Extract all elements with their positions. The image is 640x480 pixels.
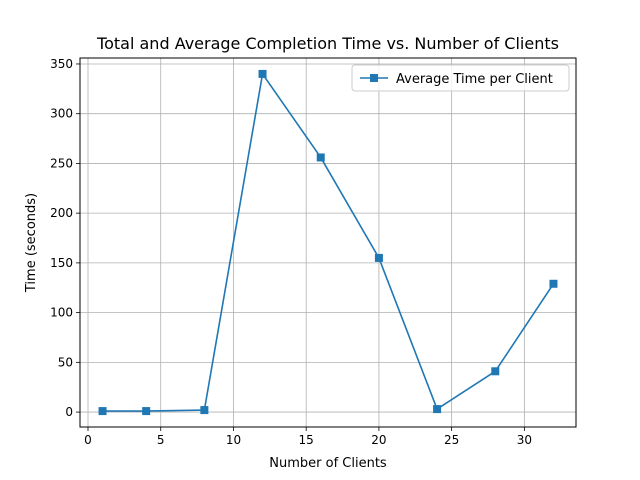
legend: Average Time per Client xyxy=(351,64,570,92)
data-point-marker xyxy=(200,406,209,415)
data-point-marker xyxy=(316,153,325,162)
data-point-marker xyxy=(258,69,267,78)
plot-series xyxy=(98,69,558,416)
data-point-marker xyxy=(549,279,558,288)
y-tick-label: 0 xyxy=(65,405,73,419)
x-tick-label: 30 xyxy=(517,433,532,447)
legend-marker-swatch xyxy=(370,74,378,82)
y-tick-label: 300 xyxy=(50,107,73,121)
data-point-marker xyxy=(98,407,107,416)
y-tick-label: 350 xyxy=(50,57,73,71)
x-axis-label: Number of Clients xyxy=(269,456,387,471)
y-tick-label: 50 xyxy=(58,355,73,369)
data-point-marker xyxy=(374,253,383,262)
y-tick-label: 100 xyxy=(50,306,73,320)
x-tick-label: 20 xyxy=(371,433,386,447)
x-tick-label: 5 xyxy=(157,433,165,447)
grid xyxy=(80,58,576,427)
x-tick-label: 10 xyxy=(226,433,241,447)
y-tick-label: 150 xyxy=(50,256,73,270)
data-point-marker xyxy=(491,367,500,376)
data-point-marker xyxy=(433,405,442,414)
data-point-marker xyxy=(142,407,151,416)
legend-entry-label: Average Time per Client xyxy=(396,72,553,87)
chart-title: Total and Average Completion Time vs. Nu… xyxy=(96,34,559,53)
x-tick-label: 15 xyxy=(299,433,314,447)
x-tick-label: 0 xyxy=(84,433,92,447)
x-tick-label: 25 xyxy=(444,433,459,447)
y-tick-label: 250 xyxy=(50,156,73,170)
y-tick-label: 200 xyxy=(50,206,73,220)
plot-frame xyxy=(79,57,577,428)
legend-box xyxy=(351,64,570,92)
y-axis-label: Time (seconds) xyxy=(24,193,39,293)
